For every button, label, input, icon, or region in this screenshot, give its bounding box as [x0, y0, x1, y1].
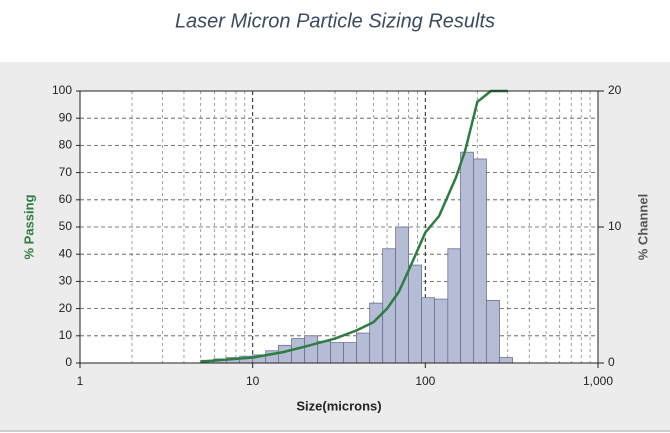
x-tick-label: 1,000	[583, 374, 613, 388]
y-axis-label: % Passing	[21, 194, 36, 259]
bar	[447, 248, 461, 364]
bar	[434, 298, 449, 364]
y-tick-label: 0	[65, 355, 72, 369]
bar	[343, 342, 358, 364]
bar	[356, 332, 371, 364]
bar	[473, 158, 487, 364]
bar	[278, 344, 292, 364]
bar	[330, 342, 344, 364]
y-tick-label: 70	[59, 165, 73, 179]
y-tick-label: 50	[59, 219, 73, 233]
x-tick-label: 1	[77, 374, 84, 388]
bar	[499, 357, 513, 364]
y-tick-label: 90	[59, 110, 73, 124]
bar	[317, 340, 332, 364]
y-tick-label: 20	[59, 301, 73, 315]
bar	[421, 297, 435, 364]
y-tick-label: 40	[59, 246, 73, 260]
bar	[460, 151, 474, 364]
y2-axis-label: % Channel	[635, 194, 650, 260]
line	[200, 89, 508, 363]
y2-tick-label: 10	[608, 219, 622, 233]
bar	[369, 302, 384, 364]
y-tick-label: 100	[52, 83, 72, 97]
y-tick-label: 60	[59, 192, 73, 206]
bar	[486, 300, 500, 364]
y-tick-label: 30	[59, 274, 73, 288]
bar	[408, 264, 422, 364]
y-tick-label: 10	[59, 328, 73, 342]
x-tick-label: 100	[415, 374, 435, 388]
x-tick-label: 10	[246, 374, 260, 388]
y2-tick-label: 0	[608, 355, 615, 369]
bar	[304, 335, 319, 364]
plot-frame	[79, 90, 599, 364]
y2-tick-label: 20	[608, 83, 622, 97]
y-tick-label: 80	[59, 138, 73, 152]
x-axis-label: Size(microns)	[296, 398, 381, 413]
chart-title: Laser Micron Particle Sizing Results	[175, 10, 495, 32]
